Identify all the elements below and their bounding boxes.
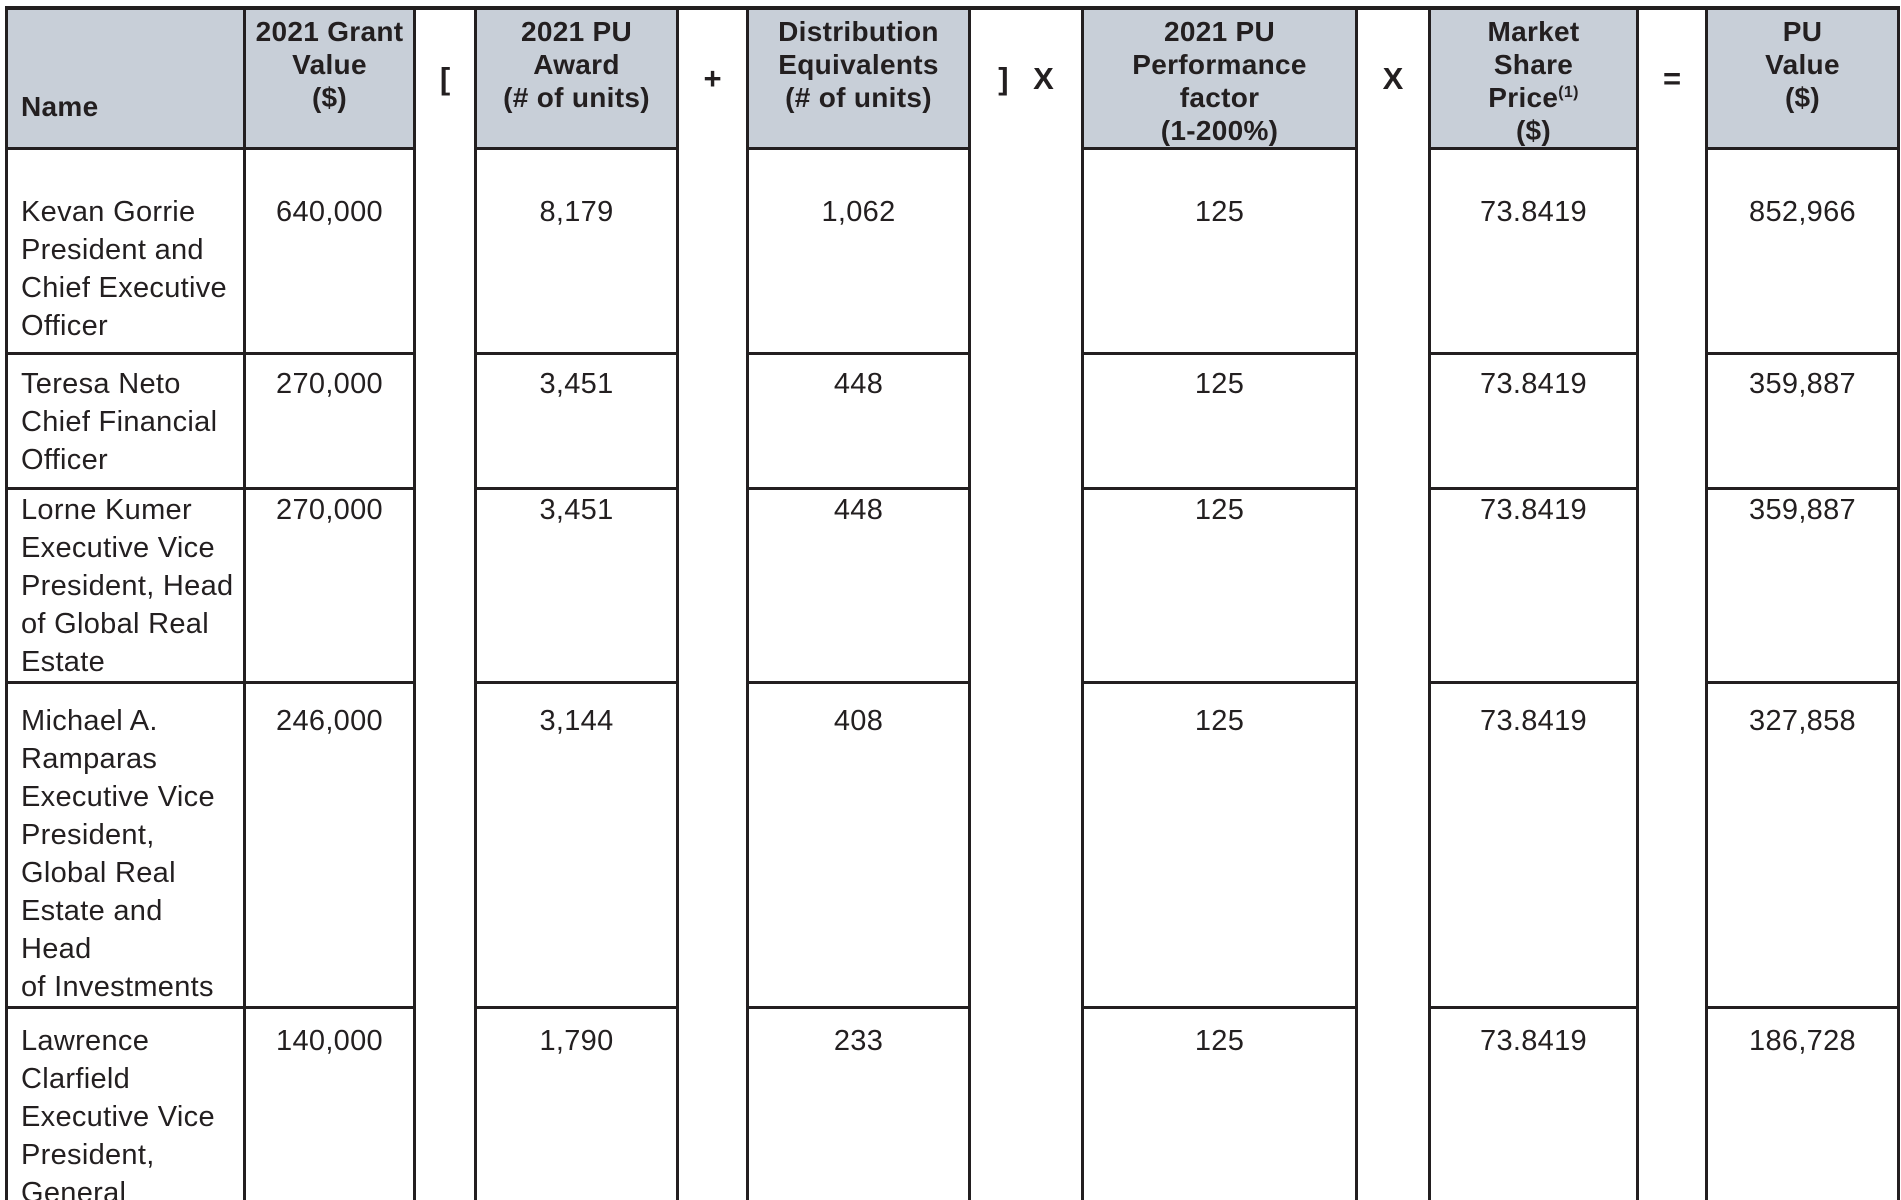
header-grant-value: 2021 Grant Value ($) xyxy=(243,6,416,150)
equals-symbol: = xyxy=(1637,6,1707,149)
cell-market-share-price: 73.8419 xyxy=(1428,681,1639,1009)
gap xyxy=(969,488,1083,683)
gap xyxy=(414,148,476,354)
cell-market-share-price: 73.8419 xyxy=(1428,147,1639,355)
gap xyxy=(677,148,748,354)
bracket-open-symbol: [ xyxy=(414,6,476,149)
cell-name: Kevan Gorrie President and Chief Executi… xyxy=(5,147,246,355)
cell-performance-factor: 125 xyxy=(1081,487,1358,684)
market-share-label: Market Share xyxy=(1487,16,1580,80)
gap xyxy=(677,682,748,1008)
cell-pu-award: 3,144 xyxy=(474,681,679,1009)
gap xyxy=(969,1007,1083,1200)
cell-distribution-equivalents: 233 xyxy=(746,1006,971,1200)
market-unit-label: ($) xyxy=(1515,115,1552,146)
header-pu-value: PU Value ($) xyxy=(1705,6,1900,150)
pu-grant-calculation-table: Name 2021 Grant Value ($) [ 2021 PU Awar… xyxy=(5,6,1900,1200)
cell-pu-award: 8,179 xyxy=(474,147,679,355)
header-distribution-equivalents: Distribution Equivalents (# of units) xyxy=(746,6,971,150)
gap xyxy=(414,682,476,1008)
cell-market-share-price: 73.8419 xyxy=(1428,487,1639,684)
cell-pu-value: 359,887 xyxy=(1705,487,1900,684)
header-pu-award: 2021 PU Award (# of units) xyxy=(474,6,679,150)
cell-performance-factor: 125 xyxy=(1081,147,1358,355)
cell-distribution-equivalents: 408 xyxy=(746,681,971,1009)
gap xyxy=(1356,353,1430,489)
cell-name: Lawrence Clarfield Executive Vice Presid… xyxy=(5,1006,246,1200)
gap xyxy=(677,353,748,489)
table-row: Lawrence Clarfield Executive Vice Presid… xyxy=(5,1006,1900,1200)
gap xyxy=(969,682,1083,1008)
bracket-close-multiply-symbol: ] X xyxy=(969,6,1083,149)
cell-distribution-equivalents: 448 xyxy=(746,352,971,490)
gap xyxy=(1637,1007,1707,1200)
cell-grant-value: 140,000 xyxy=(243,1006,416,1200)
gap xyxy=(969,148,1083,354)
gap xyxy=(414,353,476,489)
cell-performance-factor: 125 xyxy=(1081,681,1358,1009)
cell-pu-award: 3,451 xyxy=(474,352,679,490)
header-market-share-price: Market Share Price(1) ($) xyxy=(1428,6,1639,150)
cell-performance-factor: 125 xyxy=(1081,1006,1358,1200)
gap xyxy=(1637,682,1707,1008)
cell-pu-award: 1,790 xyxy=(474,1006,679,1200)
gap xyxy=(1637,148,1707,354)
gap xyxy=(414,488,476,683)
gap xyxy=(969,353,1083,489)
cell-grant-value: 270,000 xyxy=(243,487,416,684)
cell-grant-value: 270,000 xyxy=(243,352,416,490)
table-row: Michael A. Ramparas Executive Vice Presi… xyxy=(5,681,1900,1009)
market-price-label: Price xyxy=(1488,82,1559,113)
cell-distribution-equivalents: 1,062 xyxy=(746,147,971,355)
table-row: Kevan Gorrie President and Chief Executi… xyxy=(5,147,1900,355)
cell-pu-value: 186,728 xyxy=(1705,1006,1900,1200)
gap xyxy=(677,488,748,683)
cell-market-share-price: 73.8419 xyxy=(1428,1006,1639,1200)
footnote-1-marker: (1) xyxy=(1558,84,1579,101)
table-row: Lorne Kumer Executive Vice President, He… xyxy=(5,487,1900,684)
gap xyxy=(1637,488,1707,683)
plus-symbol: + xyxy=(677,6,748,149)
cell-distribution-equivalents: 448 xyxy=(746,487,971,684)
cell-name: Michael A. Ramparas Executive Vice Presi… xyxy=(5,681,246,1009)
cell-market-share-price: 73.8419 xyxy=(1428,352,1639,490)
cell-grant-value: 246,000 xyxy=(243,681,416,1009)
cell-name: Lorne Kumer Executive Vice President, He… xyxy=(5,487,246,684)
table-row: Teresa Neto Chief Financial Officer 270,… xyxy=(5,352,1900,490)
gap xyxy=(1356,1007,1430,1200)
cell-pu-award: 3,451 xyxy=(474,487,679,684)
cell-pu-value: 852,966 xyxy=(1705,147,1900,355)
gap xyxy=(1356,148,1430,354)
gap xyxy=(414,1007,476,1200)
cell-pu-value: 327,858 xyxy=(1705,681,1900,1009)
cell-grant-value: 640,000 xyxy=(243,147,416,355)
cell-performance-factor: 125 xyxy=(1081,352,1358,490)
header-row: Name 2021 Grant Value ($) [ 2021 PU Awar… xyxy=(5,6,1900,150)
header-name: Name xyxy=(5,6,246,150)
cell-pu-value: 359,887 xyxy=(1705,352,1900,490)
header-performance-factor: 2021 PU Performance factor (1-200%) xyxy=(1081,6,1358,150)
gap xyxy=(677,1007,748,1200)
gap xyxy=(1356,682,1430,1008)
multiply-symbol: X xyxy=(1356,6,1430,149)
gap xyxy=(1356,488,1430,683)
gap xyxy=(1637,353,1707,489)
cell-name: Teresa Neto Chief Financial Officer xyxy=(5,352,246,490)
